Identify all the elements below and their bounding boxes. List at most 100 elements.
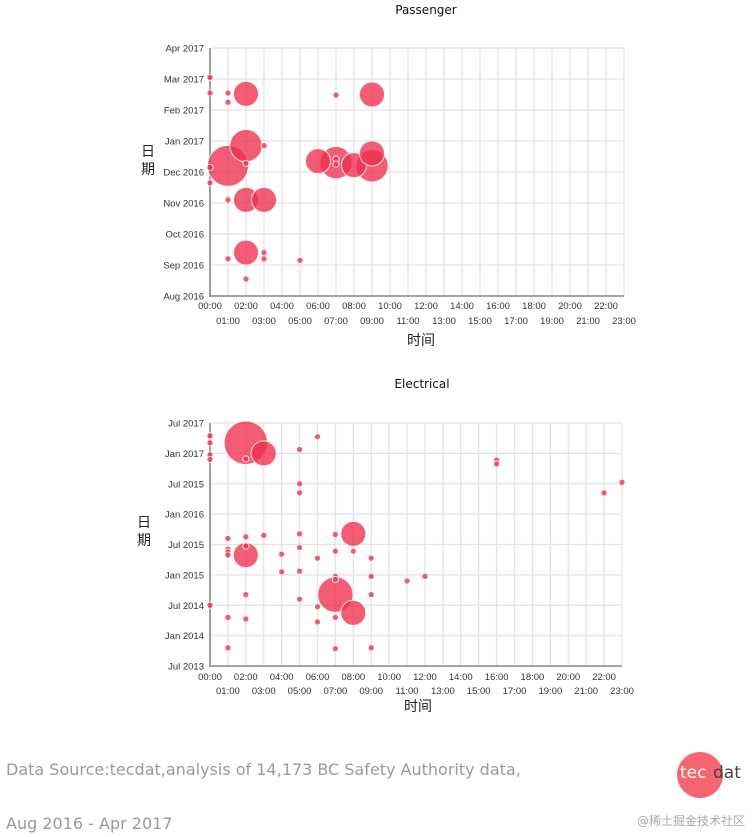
y-tick-label: Feb 2017 xyxy=(164,106,204,117)
bubble-point xyxy=(229,128,263,163)
y-axis-label-char-1: 日 xyxy=(137,515,151,531)
bubble-point xyxy=(313,433,322,441)
x-tick-label: 10:00 xyxy=(378,301,402,312)
bubble-point xyxy=(224,551,232,559)
x-tick-label: 14:00 xyxy=(450,301,474,312)
bubble-point xyxy=(206,179,214,187)
bubbles xyxy=(206,420,626,653)
bubble-point xyxy=(206,439,214,447)
x-tick-label: 10:00 xyxy=(377,672,401,683)
x-tick-label: 11:00 xyxy=(396,316,419,327)
x-tick-label: 04:00 xyxy=(270,672,294,683)
y-axis-label-char-1: 日 xyxy=(141,144,155,160)
bubble-point xyxy=(260,255,268,263)
x-tick-label: 17:00 xyxy=(504,316,528,327)
bubble-point xyxy=(295,489,304,497)
bubble-point xyxy=(332,91,340,99)
date-range-text: Aug 2016 - Apr 2017 xyxy=(6,814,173,833)
bubble-point xyxy=(313,618,322,626)
y-tick-label: Jan 2017 xyxy=(165,449,204,460)
bubble-point xyxy=(206,73,214,82)
x-tick-label: 09:00 xyxy=(360,316,384,327)
x-tick-label: 07:00 xyxy=(324,686,348,697)
bubble-point xyxy=(206,455,214,464)
bubble-point xyxy=(278,550,286,558)
bubble-point xyxy=(232,80,260,107)
axes xyxy=(209,423,622,667)
x-tick-label: 02:00 xyxy=(234,301,258,312)
y-tick-label: Nov 2016 xyxy=(163,199,204,210)
bubble-point xyxy=(403,577,411,585)
y-tick-label: Jan 2016 xyxy=(165,510,204,521)
x-tick-label: 13:00 xyxy=(432,316,456,327)
y-tick-label: Jan 2017 xyxy=(165,137,204,148)
x-tick-label: 14:00 xyxy=(449,672,473,683)
bubble-point xyxy=(206,432,214,440)
bubble-point xyxy=(331,547,339,555)
bubble-point xyxy=(313,603,322,611)
y-tick-label: Aug 2016 xyxy=(163,292,204,303)
x-tick-label: 01:00 xyxy=(216,316,240,327)
bubble-point xyxy=(224,644,232,652)
y-tick-label: Jul 2015 xyxy=(168,540,204,551)
x-tick-label: 18:00 xyxy=(521,672,545,683)
bubble-point xyxy=(260,531,268,539)
x-tick-label: 20:00 xyxy=(556,672,580,683)
grid xyxy=(209,47,625,297)
bubbles xyxy=(206,73,389,283)
bubble-point xyxy=(206,601,214,609)
bubble-point xyxy=(206,163,214,171)
x-tick-label: 16:00 xyxy=(485,672,509,683)
bubble-point xyxy=(493,460,501,468)
x-tick-label: 13:00 xyxy=(431,686,455,697)
x-tick-label: 11:00 xyxy=(396,686,419,697)
x-tick-label: 00:00 xyxy=(198,301,222,312)
x-tick-labels: 00:00 02:00 04:00 06:00 08:00 10:00 12:00 14:00… xyxy=(198,301,636,327)
tecdat-logo-circle xyxy=(677,752,723,798)
x-tick-label: 06:00 xyxy=(306,672,330,683)
x-axis-label: 时间 xyxy=(407,333,435,349)
bubble-point xyxy=(232,239,260,266)
y-tick-label: Jul 2015 xyxy=(168,479,204,490)
x-tick-label: 19:00 xyxy=(540,316,564,327)
bubble-point xyxy=(278,568,286,576)
electrical-bubble-chart: Electrical Jul 2017 Jan 2017 Jul 2015 Jan 2… xyxy=(137,377,634,715)
bubble-point xyxy=(296,256,304,264)
x-tick-label: 03:00 xyxy=(252,686,276,697)
x-tick-label: 08:00 xyxy=(341,672,365,683)
y-tick-labels: Jul 2017 Jan 2017 Jul 2015 Jan 2016 Jul 2015… xyxy=(165,419,204,673)
x-tick-label: 21:00 xyxy=(576,316,600,327)
x-tick-label: 02:00 xyxy=(234,672,258,683)
bubble-point xyxy=(349,547,357,555)
x-tick-label: 21:00 xyxy=(574,686,598,697)
y-axis-label-char-2: 期 xyxy=(137,533,151,549)
x-tick-label: 12:00 xyxy=(414,301,438,312)
x-tick-label: 07:00 xyxy=(324,316,348,327)
x-tick-label: 22:00 xyxy=(594,301,618,312)
bubble-point xyxy=(242,542,250,550)
bubble-point xyxy=(260,142,268,150)
x-tick-label: 20:00 xyxy=(558,301,582,312)
x-tick-label: 19:00 xyxy=(538,686,562,697)
y-tick-labels: Apr 2017 Mar 2017 Feb 2017 Jan 2017 Dec 2016… xyxy=(163,44,204,303)
x-tick-label: 18:00 xyxy=(522,301,546,312)
bubble-point xyxy=(331,575,339,584)
x-tick-label: 03:00 xyxy=(252,316,276,327)
y-tick-label: Jan 2014 xyxy=(165,631,204,642)
y-tick-label: Jul 2017 xyxy=(168,419,204,430)
y-tick-label: Mar 2017 xyxy=(164,75,204,86)
bubble-point xyxy=(295,530,304,538)
bubble-point xyxy=(340,520,367,547)
bubble-point xyxy=(600,489,608,497)
bubble-point xyxy=(367,591,375,599)
bubble-point xyxy=(242,159,250,167)
bubble-point xyxy=(367,572,375,580)
x-tick-label: 04:00 xyxy=(270,301,294,312)
x-tick-label: 09:00 xyxy=(359,686,383,697)
bubble-point xyxy=(618,478,626,486)
x-tick-label: 05:00 xyxy=(288,316,312,327)
data-source-text: Data Source:tecdat,analysis of 14,173 BC… xyxy=(6,760,521,779)
bubble-point xyxy=(358,140,386,167)
bubble-point xyxy=(250,440,277,467)
bubble-point xyxy=(332,160,340,168)
